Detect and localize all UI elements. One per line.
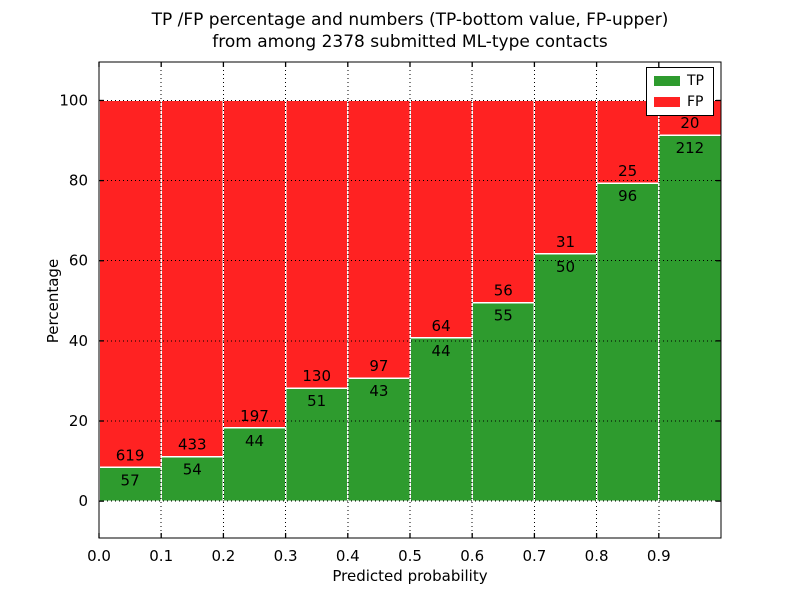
bar-tp-count-label: 57 bbox=[121, 471, 140, 489]
bar-tp-count-label: 50 bbox=[556, 258, 575, 276]
x-tick-label: 0.7 bbox=[522, 547, 546, 565]
bar-tp-segment bbox=[658, 134, 722, 502]
bar-tp-segment bbox=[471, 301, 536, 502]
bar-tp-count-label: 55 bbox=[494, 307, 513, 325]
chart-title: TP /FP percentage and numbers (TP-bottom… bbox=[99, 9, 721, 53]
y-tick-label: 0 bbox=[78, 492, 88, 510]
y-tick-label: 100 bbox=[59, 91, 88, 109]
x-tick-label: 0.1 bbox=[149, 547, 173, 565]
bar-fp-count-label: 25 bbox=[618, 162, 637, 180]
bar-tp-segment bbox=[533, 253, 598, 502]
legend-label-tp: TP bbox=[687, 73, 704, 89]
bar-fp-segment bbox=[533, 99, 598, 255]
x-tick-label: 0.3 bbox=[274, 547, 298, 565]
bar-tp-count-label: 54 bbox=[183, 461, 202, 479]
bar-tp-count-label: 44 bbox=[245, 432, 264, 450]
bar-tp-count-label: 44 bbox=[432, 342, 451, 360]
y-tick-label: 60 bbox=[69, 252, 88, 270]
bar-fp-count-label: 619 bbox=[116, 446, 145, 464]
legend-row-tp: TP bbox=[647, 73, 713, 89]
x-tick-label: 0.8 bbox=[585, 547, 609, 565]
legend: TP FP bbox=[646, 67, 714, 116]
bar-tp-segment bbox=[409, 337, 473, 502]
bar-fp-segment bbox=[98, 99, 162, 469]
bar-fp-count-label: 56 bbox=[494, 282, 513, 300]
bar-fp-segment bbox=[284, 99, 349, 389]
legend-swatch-fp bbox=[654, 97, 680, 107]
x-tick-label: 0.5 bbox=[398, 547, 422, 565]
chart-title-line1: TP /FP percentage and numbers (TP-bottom… bbox=[151, 10, 669, 30]
bar-tp-segment bbox=[595, 182, 660, 502]
legend-label-fp: FP bbox=[687, 94, 704, 110]
x-tick-label: 0.2 bbox=[211, 547, 235, 565]
legend-swatch-tp bbox=[654, 76, 680, 86]
y-tick-label: 80 bbox=[69, 172, 88, 190]
bar-fp-count-label: 31 bbox=[556, 233, 575, 251]
bar-tp-segment bbox=[284, 387, 349, 502]
x-tick-label: 0.0 bbox=[87, 547, 111, 565]
bar-fp-segment bbox=[222, 99, 287, 429]
y-axis-label: Percentage bbox=[44, 258, 62, 344]
bar-fp-count-label: 20 bbox=[680, 114, 699, 132]
bar-fp-count-label: 97 bbox=[369, 357, 388, 375]
chart-title-line2: from among 2378 submitted ML-type contac… bbox=[212, 32, 608, 52]
x-axis-label: Predicted probability bbox=[332, 567, 488, 585]
y-tick-label: 40 bbox=[69, 332, 88, 350]
x-tick-label: 0.4 bbox=[336, 547, 360, 565]
bar-tp-count-label: 212 bbox=[676, 139, 705, 157]
bar-tp-segment bbox=[347, 377, 411, 502]
y-tick-label: 20 bbox=[69, 412, 88, 430]
bar-fp-count-label: 433 bbox=[178, 436, 207, 454]
x-tick-label: 0.6 bbox=[460, 547, 484, 565]
bar-fp-segment bbox=[471, 99, 536, 304]
bar-tp-segment bbox=[98, 466, 162, 502]
bar-tp-segment bbox=[222, 427, 287, 502]
bar-fp-segment bbox=[409, 99, 473, 339]
bar-fp-segment bbox=[160, 99, 225, 458]
bar-tp-count-label: 43 bbox=[369, 382, 388, 400]
legend-row-fp: FP bbox=[647, 94, 713, 110]
bar-fp-segment bbox=[347, 99, 411, 379]
bar-tp-count-label: 51 bbox=[307, 392, 326, 410]
x-tick-label: 0.9 bbox=[647, 547, 671, 565]
bar-fp-count-label: 130 bbox=[302, 367, 331, 385]
bar-fp-count-label: 197 bbox=[240, 407, 269, 425]
bar-tp-count-label: 96 bbox=[618, 187, 637, 205]
bar-fp-count-label: 64 bbox=[432, 317, 451, 335]
